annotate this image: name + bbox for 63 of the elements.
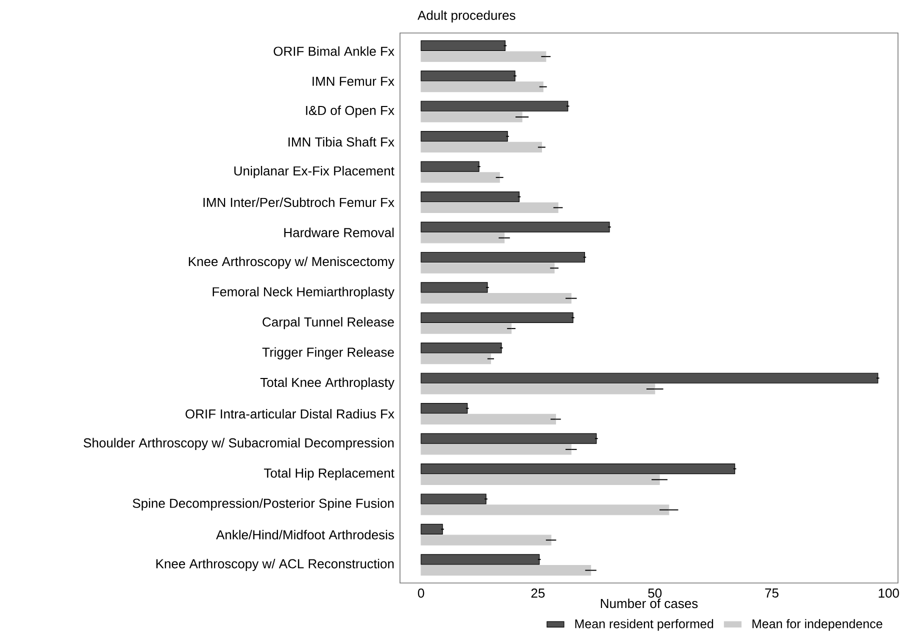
bar	[420, 504, 670, 516]
x-axis-title: Number of cases	[600, 598, 698, 608]
x-tick-label: 75	[765, 588, 778, 598]
bar	[420, 202, 558, 213]
bar	[420, 463, 736, 474]
chart-title: Adult procedures	[418, 10, 516, 23]
x-tick-label: 50	[648, 588, 662, 598]
y-tick-label: IMN Tibia Shaft Fx	[288, 137, 394, 147]
bar	[420, 323, 512, 334]
bar	[420, 554, 540, 565]
y-tick-label: Femoral Neck Hemiarthroplasty	[212, 286, 394, 299]
y-tick-label: IMN Inter/Per/Subtroch Femur Fx	[204, 197, 394, 208]
y-tick-label: Trigger Finger Release	[262, 347, 394, 360]
bar	[420, 262, 555, 274]
bar	[420, 161, 480, 172]
bar	[420, 342, 502, 354]
bar	[420, 70, 516, 82]
y-tick-label: Hardware Removal	[284, 228, 394, 238]
bar	[420, 403, 468, 414]
bar	[420, 384, 656, 394]
y-tick-label: Ankle/Hind/Midfoot Arthrodesis	[216, 530, 394, 540]
y-tick-label: IMN Femur Fx	[312, 76, 394, 86]
bar	[420, 565, 592, 576]
bar	[420, 252, 586, 263]
bar	[420, 494, 486, 504]
bar	[420, 222, 610, 232]
bar	[420, 444, 572, 455]
y-tick-label: Total Hip Replacement	[264, 468, 394, 480]
y-tick-label: Total Knee Arthroplasty	[260, 377, 394, 390]
bar	[420, 282, 488, 293]
y-tick-label: ORIF Intra-articular Distal Radius Fx	[186, 409, 394, 419]
y-tick-label: Spine Decompression/Posterior Spine Fusion	[132, 498, 394, 510]
bar	[420, 142, 542, 153]
bar	[420, 534, 552, 546]
y-tick-label: Uniplanar Ex-Fix Placement	[234, 166, 394, 178]
bar	[420, 40, 506, 51]
y-tick-label: Knee Arthroscopy w/ Meniscectomy	[188, 256, 394, 269]
bar	[420, 474, 660, 485]
bar	[420, 312, 574, 323]
bar	[420, 524, 443, 535]
bar	[420, 51, 546, 62]
bar	[420, 372, 878, 384]
x-tick-label: 0	[418, 588, 424, 598]
bar	[420, 131, 508, 142]
y-tick-label: Carpal Tunnel Release	[262, 317, 394, 330]
x-tick-label: 100	[878, 588, 899, 598]
y-tick-label: I&D of Open Fx	[306, 106, 394, 118]
bar	[420, 353, 492, 364]
bar	[420, 172, 500, 183]
bar	[420, 232, 505, 244]
bar	[420, 191, 520, 202]
bar	[420, 112, 522, 122]
bar	[420, 100, 568, 112]
bar	[420, 433, 597, 444]
y-tick-label: ORIF Bimal Ankle Fx	[274, 46, 394, 56]
bar	[420, 293, 572, 304]
legend-label: Mean for independence	[752, 619, 882, 631]
y-tick-label: Shoulder Arthroscopy w/ Subacromial Decompression	[84, 438, 394, 450]
legend-label: Mean resident performed	[575, 619, 714, 631]
x-tick-label: 25	[531, 588, 545, 598]
y-tick-label: Knee Arthroscopy w/ ACL Reconstruction	[156, 558, 394, 571]
bar	[420, 414, 556, 425]
bar	[420, 81, 544, 92]
